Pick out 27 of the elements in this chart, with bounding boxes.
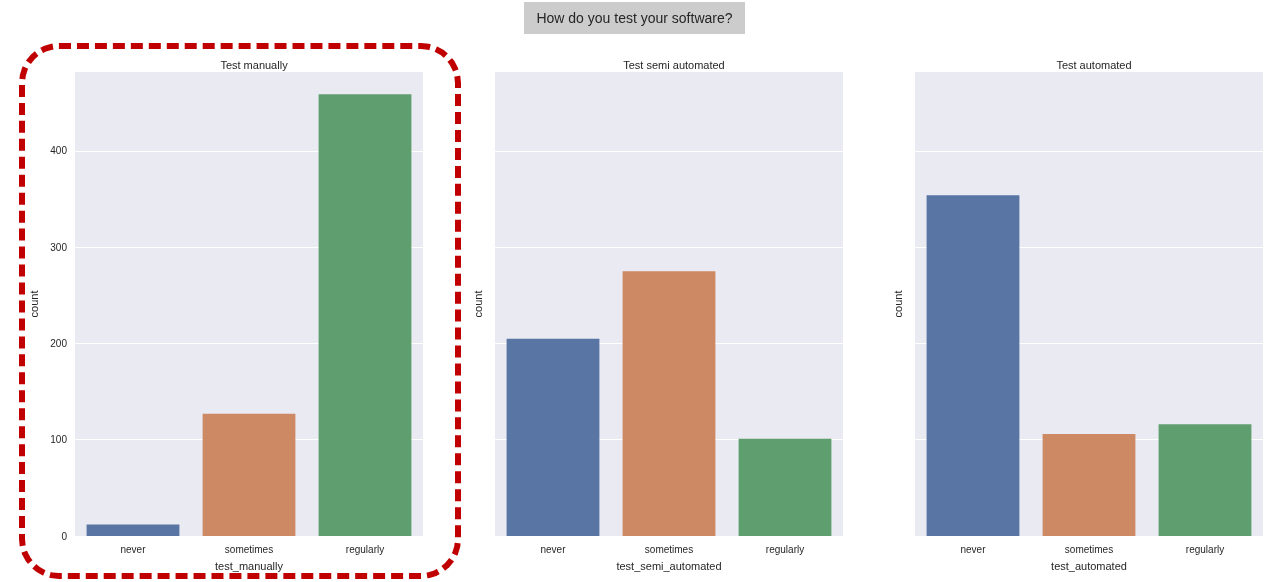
y-tick-label: 100 <box>50 434 68 446</box>
chart-title: Test manually <box>220 58 289 71</box>
x-axis-title: test_semi_automated <box>616 559 722 572</box>
y-tick-label: 0 <box>61 530 68 542</box>
x-tick-label: regularly <box>1185 543 1225 555</box>
x-tick-label: sometimes <box>644 543 694 555</box>
x-tick-label: never <box>540 543 567 555</box>
text: How do you test your software? <box>524 2 745 34</box>
chart-title: Test automated <box>1056 58 1132 71</box>
x-tick-label: sometimes <box>224 543 274 555</box>
x-tick-label: never <box>120 543 147 555</box>
y-tick-label: 300 <box>50 241 68 253</box>
bar <box>202 413 296 536</box>
x-tick-label: sometimes <box>1064 543 1114 555</box>
y-tick-label: 400 <box>50 145 68 157</box>
x-axis-title: test_manually <box>215 559 284 572</box>
x-tick-label: regularly <box>765 543 805 555</box>
y-axis-title: count <box>471 290 484 318</box>
x-tick-label: never <box>960 543 987 555</box>
y-axis-title: count <box>891 290 904 318</box>
chart-title: Test semi automated <box>623 58 725 71</box>
x-axis-title: test_automated <box>1051 559 1127 572</box>
y-tick-label: 200 <box>50 337 68 349</box>
bar <box>86 524 180 536</box>
bar <box>318 94 412 536</box>
y-axis-title: count <box>27 290 40 318</box>
x-tick-label: regularly <box>345 543 385 555</box>
